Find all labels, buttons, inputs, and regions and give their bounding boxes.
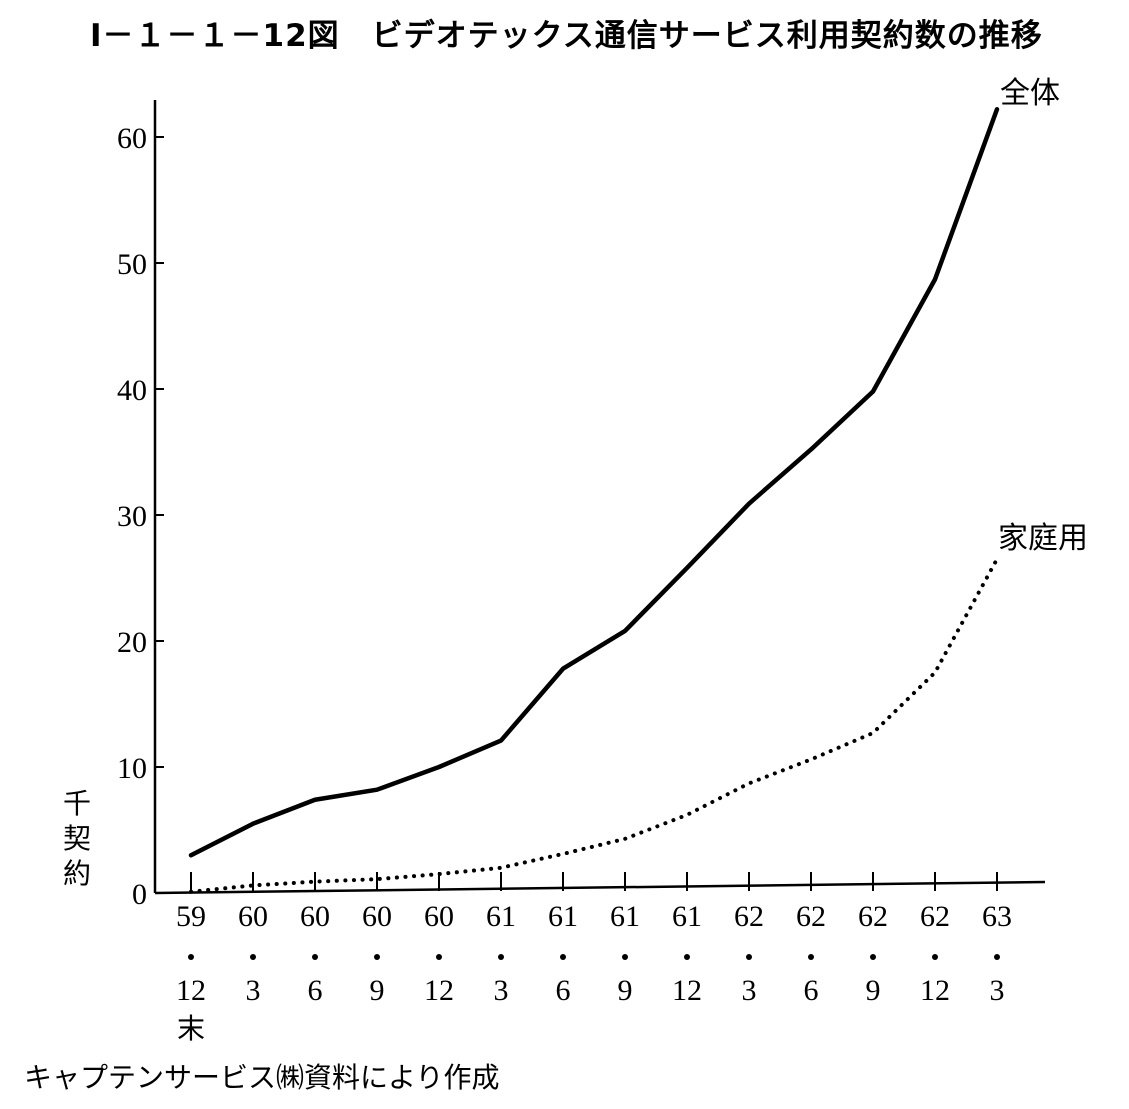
x-tick-dot [498, 954, 504, 960]
x-tick-month: 6 [308, 974, 323, 1007]
x-tick-year: 59 [176, 900, 206, 933]
x-axis-line [154, 880, 1046, 895]
axes [153, 100, 1046, 895]
y-tick-label: 10 [117, 752, 147, 785]
x-tick-month: 12 [176, 974, 206, 1007]
x-tick-year: 62 [858, 900, 888, 933]
x-tick-dot [560, 954, 566, 960]
y-axis-unit-char: 約 [63, 857, 91, 890]
y-tick-label: 0 [132, 878, 147, 911]
y-axis-unit-char: 契 [63, 822, 91, 855]
x-tick-month: 12 [920, 974, 950, 1007]
x-tick-dot [374, 954, 380, 960]
x-tick-year: 61 [610, 900, 640, 933]
x-tick-year: 60 [300, 900, 330, 933]
x-tick-year: 62 [734, 900, 764, 933]
y-tick-label: 50 [117, 248, 147, 281]
x-tick-year: 61 [672, 900, 702, 933]
chart-title: Ⅰ－１－１－12図 ビデオテックス通信サービス利用契約数の推移 [90, 18, 1043, 54]
x-tick-dot [622, 954, 628, 960]
x-tick-dot [250, 954, 256, 960]
x-tick-month: 3 [246, 974, 261, 1007]
x-tick-month: 6 [804, 974, 819, 1007]
x-tick-year: 61 [548, 900, 578, 933]
x-tick-dot [870, 954, 876, 960]
x-tick-month: 9 [866, 974, 881, 1007]
x-tick-month: 3 [742, 974, 757, 1007]
y-tick-label: 40 [117, 374, 147, 407]
y-axis-unit-char: 千 [63, 787, 91, 820]
x-tick-dot [994, 954, 1000, 960]
x-tick-dot [746, 954, 752, 960]
series-line-total [188, 107, 1000, 858]
x-tick-dot [684, 954, 690, 960]
x-tick-year: 60 [238, 900, 268, 933]
x-ticks: 59 12 末 60 3 60 6 60 9 60 12 61 3 61 6 61 9 61 12 62 3 62 6 62 9… [176, 872, 1012, 1045]
x-tick-month: 3 [494, 974, 509, 1007]
x-tick-year: 60 [424, 900, 454, 933]
y-ticks: 0 10 20 30 40 50 60 千契約 [63, 122, 164, 911]
x-tick-year: 62 [796, 900, 826, 933]
x-tick-year: 61 [486, 900, 516, 933]
x-tick-dot [932, 954, 938, 960]
x-tick-year: 60 [362, 900, 392, 933]
y-tick-label: 60 [117, 122, 147, 155]
x-tick-dot [188, 954, 194, 960]
x-tick-month: 9 [618, 974, 633, 1007]
x-tick-dot [808, 954, 814, 960]
x-tick-year: 63 [982, 900, 1012, 933]
x-tick-dot [312, 954, 318, 960]
x-tick-month: 3 [990, 974, 1005, 1007]
series-line-home [189, 557, 999, 894]
x-tick-month: 9 [370, 974, 385, 1007]
y-tick-label: 20 [117, 626, 147, 659]
x-tick-year: 62 [920, 900, 950, 933]
x-tick-dot [436, 954, 442, 960]
x-tick-month: 12 [672, 974, 702, 1007]
x-tick-note: 末 [177, 1012, 205, 1045]
series-label-home: 家庭用 [998, 521, 1088, 556]
x-tick-month: 6 [556, 974, 571, 1007]
series-label-total: 全体 [1000, 76, 1060, 111]
source-note: キャプテンサービス㈱資料により作成 [24, 1061, 500, 1094]
y-tick-label: 30 [117, 500, 147, 533]
series-lines [188, 107, 1000, 894]
x-tick-month: 12 [424, 974, 454, 1007]
